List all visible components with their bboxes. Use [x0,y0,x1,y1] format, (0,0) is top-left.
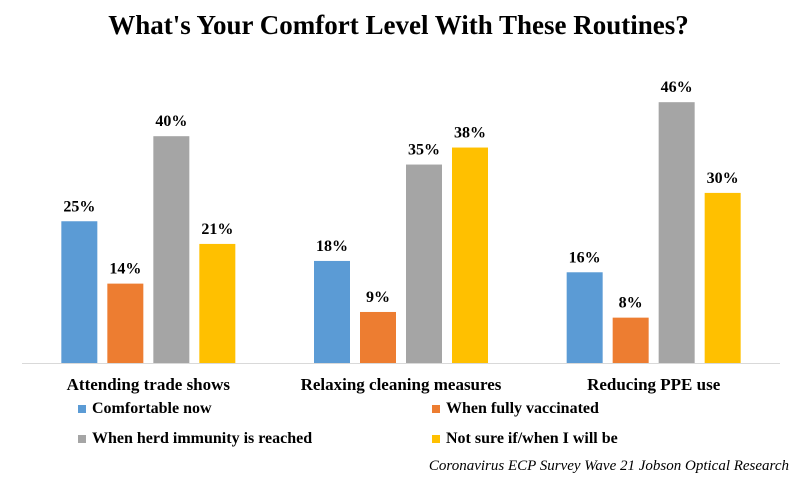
bar [153,136,190,363]
bar [360,311,396,363]
bar [61,221,98,363]
data-label: 46% [661,79,693,96]
bar [452,147,488,363]
category-label: Attending trade shows [67,375,231,394]
data-label: 16% [569,249,601,266]
data-label: 18% [316,238,348,255]
category-label: Reducing PPE use [587,375,721,394]
bar [406,164,442,363]
bar [199,243,236,363]
data-label: 21% [201,221,233,238]
data-label: 30% [707,170,739,187]
bar [566,272,603,363]
data-label: 40% [155,113,187,130]
source-note: Coronavirus ECP Survey Wave 21 Jobson Op… [428,458,789,474]
bar [658,102,695,364]
bar [704,192,741,363]
data-label: 8% [619,295,643,312]
bar [612,317,649,363]
chart-title: What's Your Comfort Level With These Rou… [108,10,689,40]
bar [107,283,144,363]
data-label: 25% [63,198,95,215]
data-label: 14% [109,261,141,278]
bar [314,260,350,363]
category-label: Relaxing cleaning measures [301,375,502,394]
data-label: 9% [366,289,390,306]
data-label: 38% [454,125,486,142]
data-label: 35% [408,142,440,159]
